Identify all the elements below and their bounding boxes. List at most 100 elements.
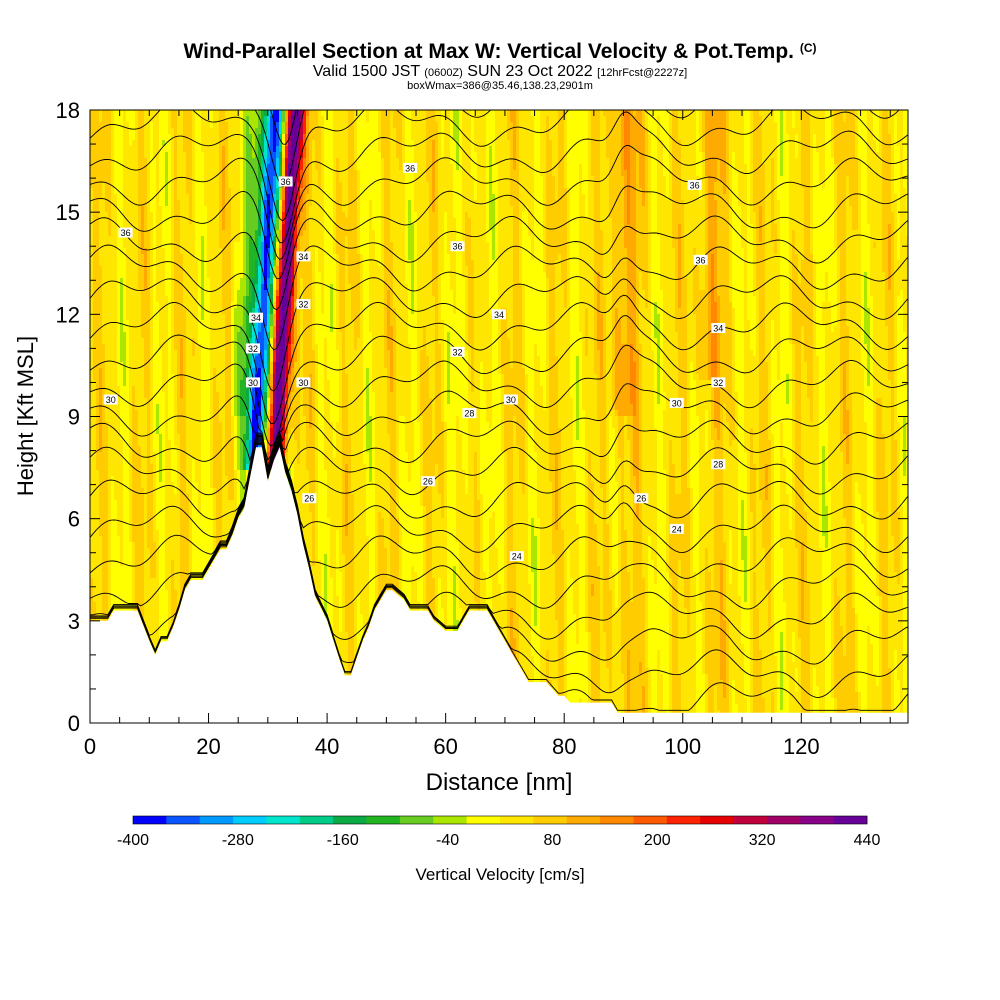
isentrope-label: 26 — [634, 493, 649, 504]
isentrope-label: 26 — [302, 493, 317, 504]
isentrope-line — [90, 294, 908, 425]
y-tick-label: 15 — [56, 200, 80, 225]
isentrope-line — [90, 275, 908, 392]
terrain-fill — [90, 447, 908, 723]
isentrope-line — [90, 344, 908, 461]
isentrope-label: 32 — [450, 346, 465, 357]
colorbar-swatch — [433, 816, 468, 824]
isentrope-line — [90, 436, 908, 554]
isentrope-label: 36 — [403, 162, 418, 173]
chart-subtitle: Valid 1500 JST (0600Z) SUN 23 Oct 2022 [… — [0, 64, 1000, 81]
colorbar-swatch — [266, 816, 301, 824]
isentrope-line — [90, 244, 908, 351]
chart-title: Wind-Parallel Section at Max W: Vertical… — [0, 36, 1000, 64]
colorbar-swatch — [833, 816, 868, 824]
isentrope-line — [90, 215, 908, 311]
y-tick-label: 12 — [56, 302, 80, 327]
isentrope-line — [90, 442, 908, 698]
chart-box-info: boxWmax=386@35.46,138.23,2901m — [0, 81, 1000, 92]
colorbar-swatch — [399, 816, 434, 824]
isentrope-labels: 36 36 36 36 36 36 34 34 34 34 32 32 32 32 30 30 30 30 30 28… — [103, 162, 726, 562]
x-tick-label: 40 — [315, 734, 339, 759]
isentrope-line — [90, 315, 908, 447]
isentrope-line — [90, 185, 908, 280]
isentrope-label: 26 — [420, 476, 435, 487]
isentrope-label: 24 — [669, 523, 684, 534]
colorbar-swatch — [766, 816, 801, 824]
x-tick-label: 60 — [433, 734, 457, 759]
isentrope-line — [90, 111, 908, 244]
isentrope-label: 36 — [693, 254, 708, 265]
colorbar-tick-label: 200 — [644, 832, 671, 849]
colorbar-swatch — [500, 816, 534, 824]
isentrope-label: 28 — [711, 459, 726, 470]
isentrope-line — [90, 144, 908, 261]
colorbar-swatch — [666, 816, 701, 824]
colorbar-tick-label: 320 — [749, 832, 776, 849]
colorbar-swatch — [633, 816, 668, 824]
colorbar-swatch — [133, 816, 167, 824]
isentrope-line — [90, 440, 908, 665]
isentrope-label: 30 — [296, 377, 311, 388]
colorbar-tick-label: 80 — [544, 832, 562, 849]
colorbar-swatch — [466, 816, 501, 824]
isentrope-label: 36 — [450, 241, 465, 252]
colorbar-swatch — [166, 816, 201, 824]
isentrope-label: 32 — [296, 299, 311, 310]
y-tick-label: 18 — [56, 98, 80, 123]
isentrope-label: 34 — [711, 323, 726, 334]
colorbar: -400 -280 -160 -40 80 200 320 440 Vertical Veloc… — [117, 815, 881, 884]
isentrope-label: 30 — [669, 397, 684, 408]
isentrope-line — [90, 443, 908, 711]
isentrope-label: 32 — [711, 377, 726, 388]
y-axis-label: Height [Kft MSL] — [13, 336, 38, 496]
colorbar-tick-label: -400 — [117, 832, 149, 849]
x-tick-label: 120 — [783, 734, 820, 759]
isentrope-line — [90, 435, 908, 520]
isentrope-label: 30 — [103, 394, 118, 405]
y-tick-label: 0 — [68, 711, 80, 736]
isentrope-line — [90, 437, 908, 580]
x-axis-label: Distance [nm] — [426, 769, 573, 796]
colorbar-swatch — [233, 816, 267, 824]
colorbar-tick-label: -160 — [327, 832, 359, 849]
x-tick-label: 0 — [84, 734, 96, 759]
colorbar-swatch — [333, 816, 367, 824]
colorbar-swatch — [800, 816, 835, 824]
x-tick-label: 20 — [196, 734, 220, 759]
x-tick-label: 80 — [552, 734, 576, 759]
isentrope-line — [90, 433, 908, 496]
isentrope-label: 34 — [296, 251, 311, 262]
colorbar-swatch — [600, 816, 634, 824]
colorbar-tick-label: -280 — [222, 832, 254, 849]
colorbar-swatch — [299, 816, 334, 824]
copyright-mark: (C) — [800, 41, 817, 55]
colorbar-tick-label: -40 — [436, 832, 459, 849]
isentrope-label: 36 — [118, 227, 133, 238]
colorbar-swatch — [366, 816, 401, 824]
colorbar-swatch — [199, 816, 234, 824]
isentrope-label: 36 — [687, 179, 702, 190]
title-block: Wind-Parallel Section at Max W: Vertical… — [0, 36, 1000, 92]
colorbar-swatch — [700, 816, 734, 824]
isentrope-label: 24 — [509, 551, 524, 562]
isentrope-line — [90, 438, 908, 610]
colorbar-label: Vertical Velocity [cm/s] — [415, 865, 584, 884]
y-tick-label: 3 — [68, 609, 80, 634]
isentrope-label: 34 — [249, 312, 263, 323]
isentrope-label: 28 — [462, 408, 477, 419]
isentrope-line — [90, 383, 908, 468]
colorbar-swatch — [533, 816, 568, 824]
y-tick-label: 9 — [68, 405, 80, 430]
isentrope-label: 30 — [246, 377, 260, 388]
isentrope-label: 30 — [503, 394, 518, 405]
colorbar-tick-label: 440 — [854, 832, 881, 849]
isentrope-label: 36 — [278, 176, 293, 187]
isentrope-line — [90, 419, 908, 469]
isentrope-label: 34 — [492, 309, 506, 320]
terrain — [90, 447, 908, 723]
x-tick-label: 100 — [664, 734, 701, 759]
y-tick-label: 6 — [68, 507, 80, 532]
